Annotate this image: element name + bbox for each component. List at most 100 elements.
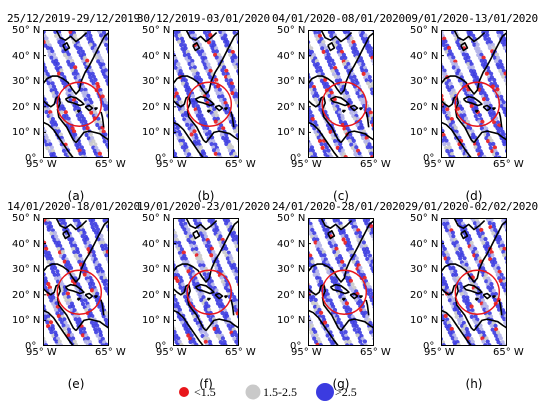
data-point — [368, 46, 373, 51]
data-point — [313, 329, 318, 335]
data-point — [46, 314, 51, 319]
data-point — [79, 230, 84, 236]
data-point — [183, 294, 188, 299]
y-tick-label: 10° N — [12, 127, 41, 139]
data-point — [217, 87, 222, 92]
data-point — [231, 230, 237, 235]
data-point — [205, 33, 210, 38]
data-point — [100, 94, 105, 99]
data-point — [192, 218, 197, 223]
data-point — [492, 81, 497, 86]
data-point — [487, 77, 492, 82]
data-point — [65, 55, 70, 60]
coastline — [441, 121, 473, 158]
plot-frame — [308, 218, 374, 346]
y-tick-label: 40° N — [142, 238, 171, 250]
coastline — [365, 299, 370, 316]
data-point — [82, 93, 87, 98]
data-point — [195, 256, 200, 261]
data-point — [224, 221, 229, 226]
coastline — [62, 230, 71, 240]
y-tick-label: 20° N — [410, 101, 439, 113]
data-point — [212, 107, 217, 112]
data-point — [230, 234, 235, 239]
data-point — [451, 55, 456, 60]
data-point — [192, 250, 197, 255]
data-point — [447, 87, 452, 92]
data-point — [316, 337, 321, 342]
coastline — [462, 95, 483, 107]
data-point — [367, 228, 372, 233]
data-point — [502, 317, 507, 322]
data-point — [475, 42, 480, 47]
data-point — [343, 30, 348, 35]
y-tick-label: 50° N — [277, 25, 306, 36]
data-point — [470, 129, 475, 134]
data-point — [451, 234, 456, 239]
data-point — [351, 259, 356, 264]
data-point — [204, 132, 210, 137]
data-point — [207, 249, 213, 255]
data-point — [227, 260, 232, 265]
data-point — [70, 304, 76, 309]
data-point — [481, 97, 487, 102]
data-point — [203, 307, 208, 312]
x-tick-label: 65° W — [95, 159, 126, 170]
y-tick-label: 20° N — [142, 289, 171, 301]
data-point — [61, 39, 66, 44]
data-point — [197, 116, 202, 121]
data-point — [325, 49, 330, 54]
data-point — [52, 230, 57, 236]
data-point — [181, 218, 186, 223]
data-point — [225, 256, 230, 261]
data-point — [75, 113, 80, 118]
coastline — [327, 42, 336, 52]
data-point — [47, 221, 52, 226]
data-point — [177, 97, 182, 102]
data-point — [187, 152, 192, 157]
data-point — [485, 339, 490, 344]
data-point — [103, 317, 108, 322]
data-point — [469, 304, 474, 309]
data-point — [330, 58, 335, 63]
data-point — [348, 132, 353, 137]
coastline — [308, 95, 342, 144]
data-point — [497, 33, 502, 38]
data-point — [357, 230, 362, 235]
data-point — [95, 323, 100, 328]
data-point — [73, 243, 78, 248]
data-point — [338, 263, 343, 268]
data-point — [352, 221, 357, 226]
data-point — [71, 336, 76, 341]
data-point — [473, 314, 478, 319]
data-point — [352, 116, 357, 121]
data-point — [203, 234, 208, 239]
data-point — [228, 119, 234, 124]
data-point — [185, 259, 190, 265]
data-point — [87, 281, 93, 287]
data-point — [226, 145, 231, 150]
data-point — [190, 62, 195, 67]
data-point — [51, 52, 57, 57]
data-point — [445, 148, 450, 154]
data-point — [336, 249, 341, 255]
region-circle — [454, 81, 500, 127]
data-point — [220, 279, 226, 284]
data-point — [369, 120, 374, 125]
data-point — [234, 244, 239, 249]
data-point — [202, 231, 207, 236]
data-point — [486, 139, 491, 144]
data-point — [71, 71, 76, 76]
data-point — [217, 237, 222, 242]
data-point — [174, 97, 179, 102]
data-point — [101, 246, 106, 252]
data-point — [182, 49, 187, 54]
data-point — [46, 81, 51, 86]
data-point — [177, 240, 182, 245]
coastline — [308, 219, 374, 283]
data-point — [315, 272, 321, 277]
coastline — [173, 121, 205, 158]
data-point — [176, 62, 181, 67]
data-point — [60, 249, 65, 254]
data-point — [366, 81, 371, 86]
